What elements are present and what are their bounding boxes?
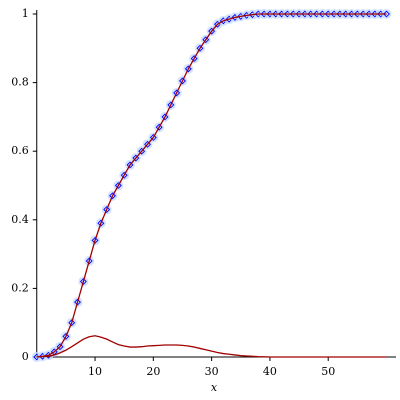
point (155, 123, 163, 131)
point (202, 36, 210, 44)
x-tick-label: 40 (263, 365, 277, 378)
point (184, 65, 192, 73)
point (167, 101, 175, 109)
point (132, 154, 140, 162)
point (74, 298, 81, 306)
point (79, 278, 87, 285)
point (126, 161, 134, 169)
point (190, 55, 198, 63)
point (114, 182, 122, 189)
y-tick-label: 0 (22, 350, 29, 363)
point (179, 77, 186, 85)
point (161, 113, 169, 121)
point (208, 27, 216, 35)
point (85, 257, 93, 265)
x-axis-label: x (211, 381, 218, 394)
point (56, 343, 64, 351)
point-halo (381, 9, 392, 19)
point (383, 10, 390, 18)
y-tick-label: 1 (22, 7, 29, 20)
point (138, 147, 146, 155)
point (196, 44, 204, 52)
point (91, 236, 99, 244)
y-tick-label: 0.2 (11, 281, 29, 294)
curve (36, 13, 387, 358)
x-tick-label: 50 (321, 365, 335, 378)
curve (36, 335, 387, 358)
point (103, 206, 111, 213)
point (97, 219, 105, 227)
point (120, 171, 128, 179)
point (173, 89, 181, 97)
y-tick-label: 0.4 (11, 213, 29, 226)
point (149, 134, 157, 141)
x-tick-label: 10 (88, 365, 102, 378)
x-tick-label: 20 (146, 365, 160, 378)
x-tick-label: 30 (205, 365, 219, 378)
y-tick-label: 0.6 (11, 144, 29, 157)
point (68, 319, 76, 327)
point (144, 140, 151, 148)
point (62, 332, 70, 340)
y-tick-label: 0.8 (11, 76, 29, 89)
point (109, 192, 116, 200)
